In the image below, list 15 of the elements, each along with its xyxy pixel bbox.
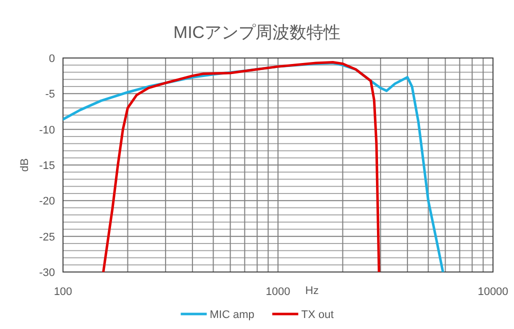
- x-axis-title: Hz: [305, 285, 319, 297]
- y-tick-label: -25: [39, 231, 55, 244]
- chart-title: MICアンプ周波数特性: [173, 23, 341, 42]
- x-tick-label: 10000: [478, 286, 508, 298]
- x-tick-label: 1000: [266, 286, 290, 298]
- x-tick-label: 100: [54, 286, 72, 298]
- y-tick-label: -15: [39, 160, 55, 172]
- legend-label: MIC amp: [210, 309, 254, 321]
- y-tick-label: -5: [45, 88, 55, 101]
- y-tick-label: -30: [39, 267, 55, 279]
- y-axis-title: dB: [19, 158, 31, 172]
- legend-label: TX out: [301, 309, 334, 321]
- y-tick-label: -10: [39, 124, 55, 136]
- y-tick-label: 0: [48, 53, 55, 65]
- y-tick-label: -20: [39, 196, 55, 208]
